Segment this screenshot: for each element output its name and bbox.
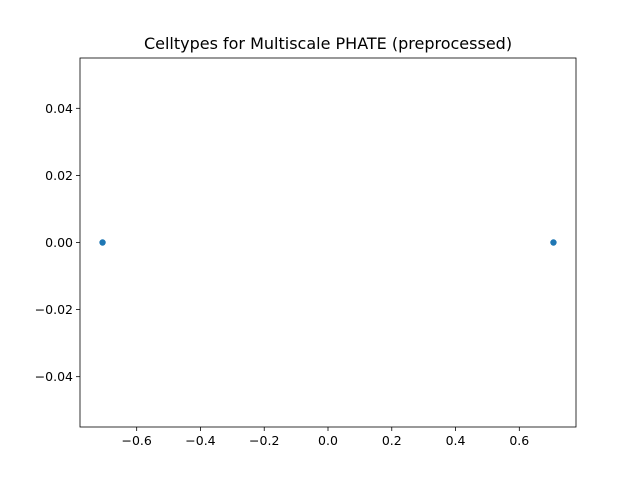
y-tick-label: 0.04 <box>45 101 73 116</box>
x-tick-label: 0.4 <box>446 433 466 448</box>
x-tick-label: 0.6 <box>509 433 529 448</box>
plot-frame <box>79 57 577 428</box>
y-tick-label: −0.02 <box>35 302 73 317</box>
y-tick-label: 0.02 <box>45 168 73 183</box>
plot-area: −0.6 −0.4 −0.2 0.0 0.2 0.4 0.6 −0.04 −0.02 0.00 0.… <box>35 57 577 448</box>
y-tick-label: 0.00 <box>45 235 73 250</box>
data-point <box>99 239 106 246</box>
y-tick-label: −0.04 <box>35 369 73 384</box>
x-tick-label: 0.0 <box>318 433 338 448</box>
chart-title: Celltypes for Multiscale PHATE (preproce… <box>144 34 512 53</box>
x-tick-label: −0.4 <box>185 433 215 448</box>
x-tick-label: 0.2 <box>382 433 402 448</box>
x-tick-label: −0.6 <box>122 433 152 448</box>
x-tick-label: −0.2 <box>249 433 279 448</box>
data-point <box>550 239 557 246</box>
